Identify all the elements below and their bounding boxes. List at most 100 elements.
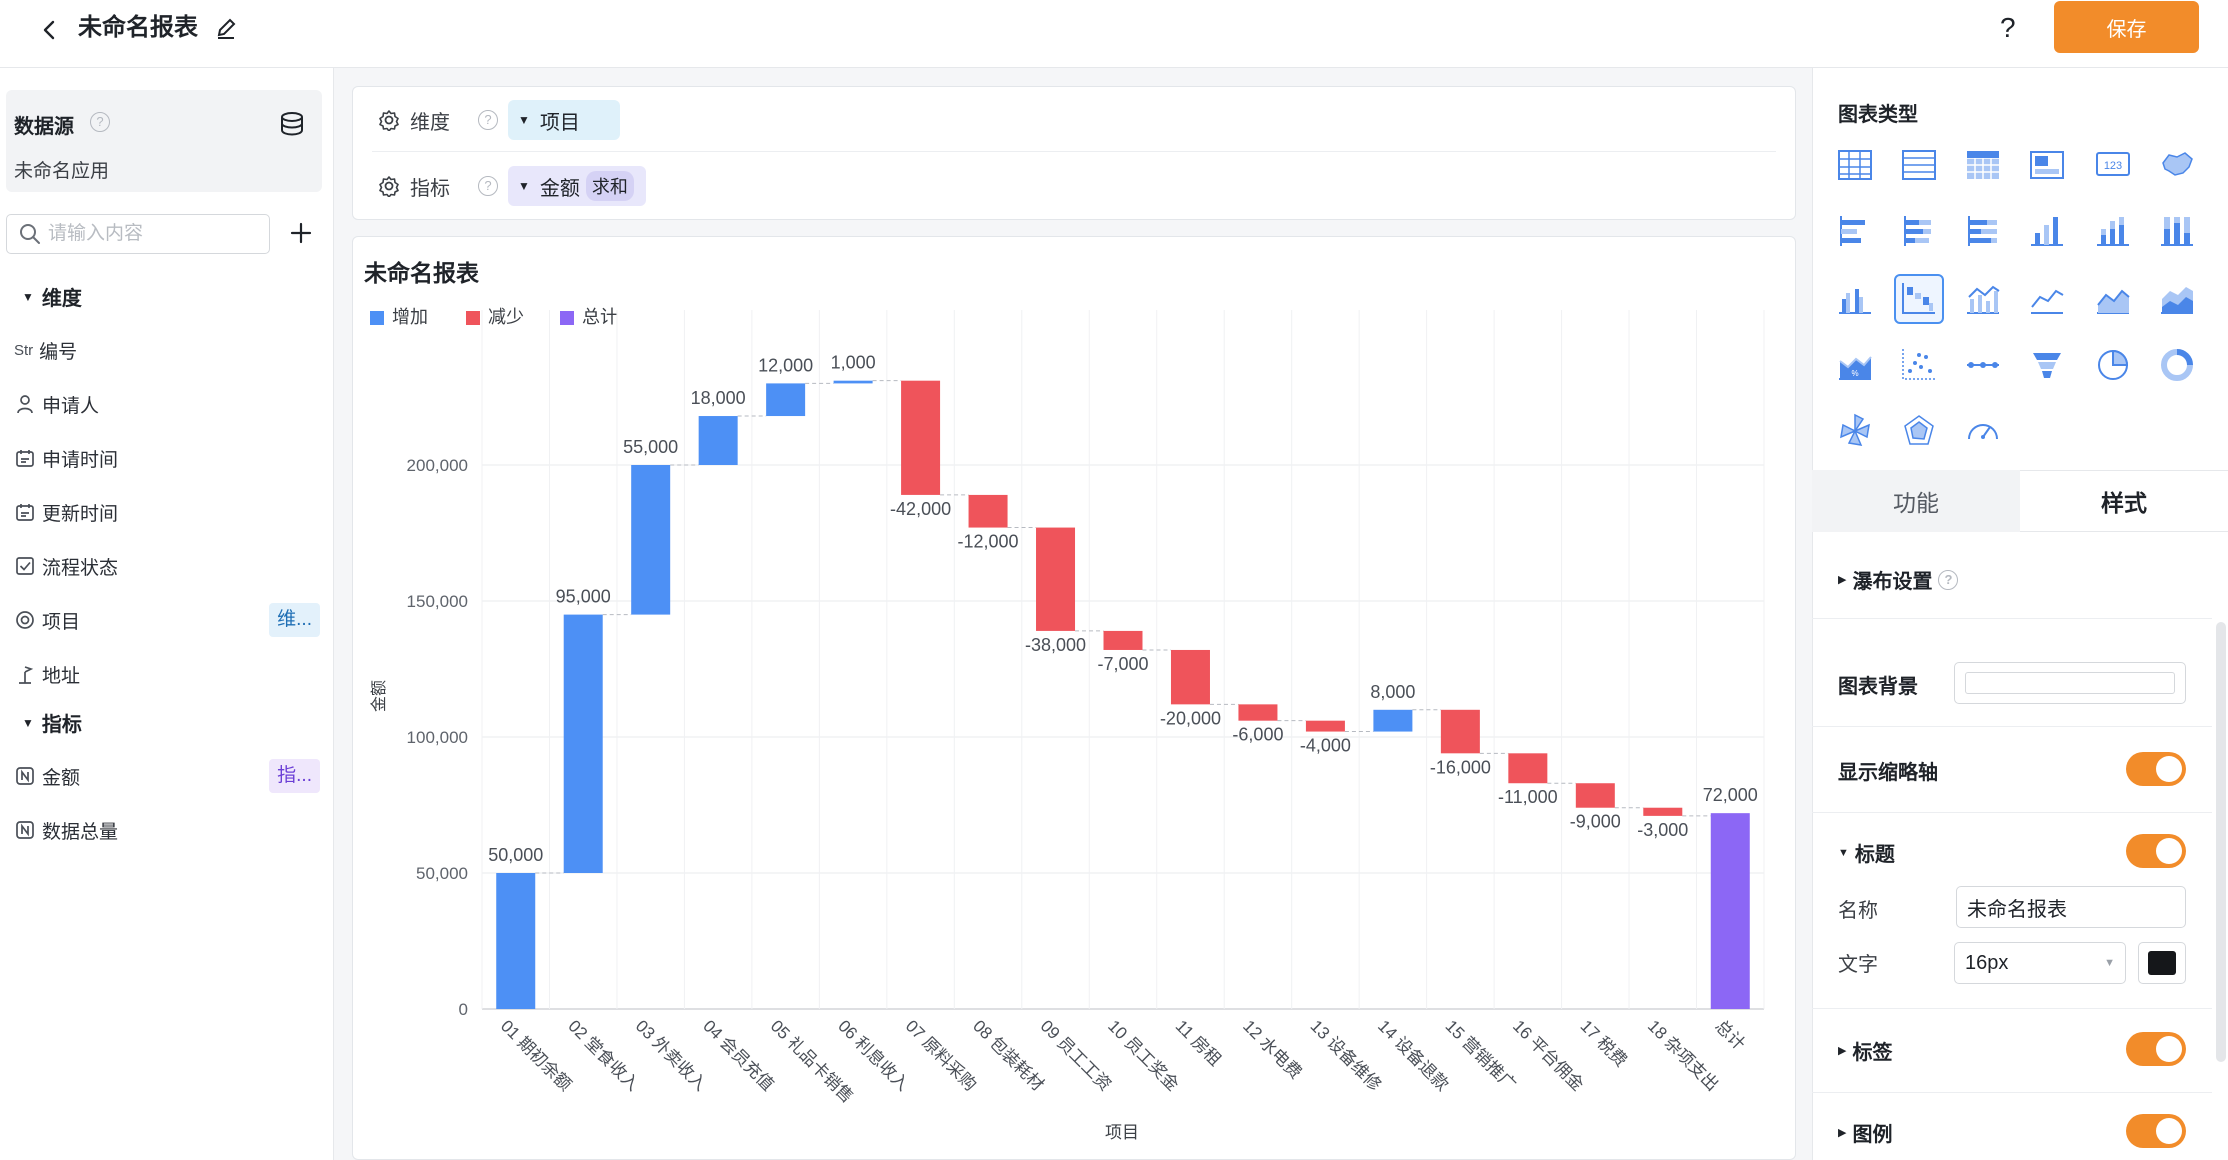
field-item[interactable]: 更新时间 (14, 494, 118, 530)
label-section[interactable]: ▶ 标签 (1838, 1042, 1893, 1064)
edit-pencil-icon[interactable] (212, 14, 240, 42)
waterfall-icon[interactable] (1894, 274, 1944, 324)
dimension-pill[interactable]: ▼ 项目 (508, 100, 620, 140)
card-icon[interactable] (2022, 140, 2072, 190)
field-item[interactable]: Str 编号 (14, 332, 77, 368)
percent-area-icon[interactable]: % (1830, 340, 1880, 390)
percent-column-icon[interactable] (2152, 206, 2202, 256)
pivot-table-icon[interactable] (1958, 140, 2008, 190)
dimension-group-title[interactable]: ▼ 维度 (22, 288, 82, 310)
stacked-column-icon[interactable] (2088, 206, 2138, 256)
waterfall-bar (1710, 813, 1750, 1009)
bar-line-icon[interactable] (1958, 274, 2008, 324)
aggregation-tag[interactable]: 求和 (585, 171, 634, 201)
database-icon[interactable] (278, 110, 306, 138)
title-name-input[interactable]: 未命名报表 (1956, 886, 2186, 928)
svg-text:%: % (1851, 369, 1858, 378)
divider (1812, 618, 2212, 619)
chart-type-grid: 123% (1830, 140, 2210, 460)
chart-title: 未命名报表 (364, 260, 479, 286)
data-label: -16,000 (1430, 757, 1491, 777)
legend-section[interactable]: ▶ 图例 (1838, 1124, 1893, 1146)
list-table-icon[interactable] (1894, 140, 1944, 190)
column-icon[interactable] (2022, 206, 2072, 256)
timeline-icon[interactable] (1958, 340, 2008, 390)
x-tick-label: 10 员工奖金 (1104, 1016, 1182, 1094)
field-item[interactable]: 地址 (14, 656, 80, 692)
legend-swatch (466, 311, 480, 325)
metric-group-title[interactable]: ▼ 指标 (22, 714, 82, 736)
thumb-axis-toggle[interactable] (2126, 752, 2186, 786)
search-input[interactable] (48, 218, 258, 250)
field-item[interactable]: 数据总量 (14, 812, 118, 848)
number-type-icon (14, 819, 36, 841)
bar-h-icon[interactable] (1830, 206, 1880, 256)
chart-type-title: 图表类型 (1838, 104, 1918, 126)
save-button[interactable]: 保存 (2054, 1, 2199, 53)
radar-icon[interactable] (1894, 406, 1944, 456)
help-circle-icon[interactable]: ? (1938, 569, 1959, 590)
y-axis-title: 金额 (370, 680, 388, 712)
data-label: -12,000 (958, 532, 1019, 552)
field-item[interactable]: 申请人 (14, 386, 99, 422)
waterfall-bar (1238, 704, 1278, 721)
metric-pill[interactable]: ▼ 金额 求和 (508, 166, 646, 206)
dimension-row: 维度 ? ▼ 项目 (378, 100, 620, 140)
help-circle-icon[interactable]: ? (90, 112, 110, 132)
waterfall-bar (1373, 709, 1413, 732)
data-label: 72,000 (1703, 785, 1758, 805)
label-toggle[interactable] (2126, 1032, 2186, 1066)
waterfall-bar (1575, 783, 1615, 808)
title-section[interactable]: ▼ 标题 (1838, 844, 1895, 866)
text-color-picker[interactable] (2138, 942, 2186, 984)
funnel-icon[interactable] (2022, 340, 2072, 390)
help-icon[interactable]: ? (2000, 12, 2016, 43)
ring-icon[interactable] (2152, 340, 2202, 390)
y-tick-label: 50,000 (416, 864, 468, 883)
x-tick-label: 14 设备退款 (1374, 1016, 1452, 1094)
chart-background-label: 图表背景 (1838, 676, 1918, 698)
field-item[interactable]: 金额 指... (14, 758, 320, 794)
back-arrow-icon[interactable] (30, 10, 70, 50)
table-icon[interactable] (1830, 140, 1880, 190)
gauge-icon[interactable] (1958, 406, 2008, 456)
field-item[interactable]: 流程状态 (14, 548, 118, 584)
chart-background-input[interactable] (1954, 662, 2186, 704)
help-circle-icon[interactable]: ? (478, 176, 498, 196)
legend-toggle[interactable] (2126, 1114, 2186, 1148)
help-circle-icon[interactable]: ? (478, 110, 498, 130)
pie-icon[interactable] (2088, 340, 2138, 390)
string-type-icon: Str (14, 341, 34, 359)
rose-icon[interactable] (1830, 406, 1880, 456)
x-tick-label: 02 堂食收入 (564, 1016, 642, 1094)
stacked-area-icon[interactable] (2152, 274, 2202, 324)
number-card-icon[interactable]: 123 (2088, 140, 2138, 190)
title-toggle[interactable] (2126, 834, 2186, 868)
x-tick-label: 07 原料采购 (902, 1016, 980, 1094)
stacked-bar-h-icon[interactable] (1894, 206, 1944, 256)
china-map-icon[interactable] (2152, 140, 2202, 190)
datasource-app-name[interactable]: 未命名应用 (14, 161, 110, 182)
percent-bar-h-icon[interactable] (1958, 206, 2008, 256)
field-item[interactable]: 项目 维... (14, 602, 320, 638)
waterfall-settings-section[interactable]: ▶ 瀑布设置 ? (1838, 565, 1959, 594)
legend-label: 减少 (488, 307, 524, 327)
font-size-select[interactable]: 16px ▼ (1954, 942, 2126, 984)
gear-icon (378, 109, 400, 131)
caret-right-icon: ▶ (1838, 1127, 1847, 1139)
field-item[interactable]: 申请时间 (14, 440, 118, 476)
scatter-icon[interactable] (1894, 340, 1944, 390)
calendar-icon (14, 501, 36, 523)
scrollbar[interactable] (2216, 622, 2226, 1062)
line-icon[interactable] (2022, 274, 2072, 324)
legend-label: 总计 (582, 307, 618, 327)
waterfall-bar (563, 614, 603, 873)
tab-style[interactable]: 样式 (2101, 490, 2147, 516)
area-icon[interactable] (2088, 274, 2138, 324)
add-icon[interactable] (286, 218, 316, 248)
data-label: -7,000 (1097, 654, 1148, 674)
gear-icon (378, 175, 400, 197)
tab-function[interactable]: 功能 (1812, 470, 2020, 532)
grouped-column-icon[interactable] (1830, 274, 1880, 324)
legend-swatch (370, 311, 384, 325)
